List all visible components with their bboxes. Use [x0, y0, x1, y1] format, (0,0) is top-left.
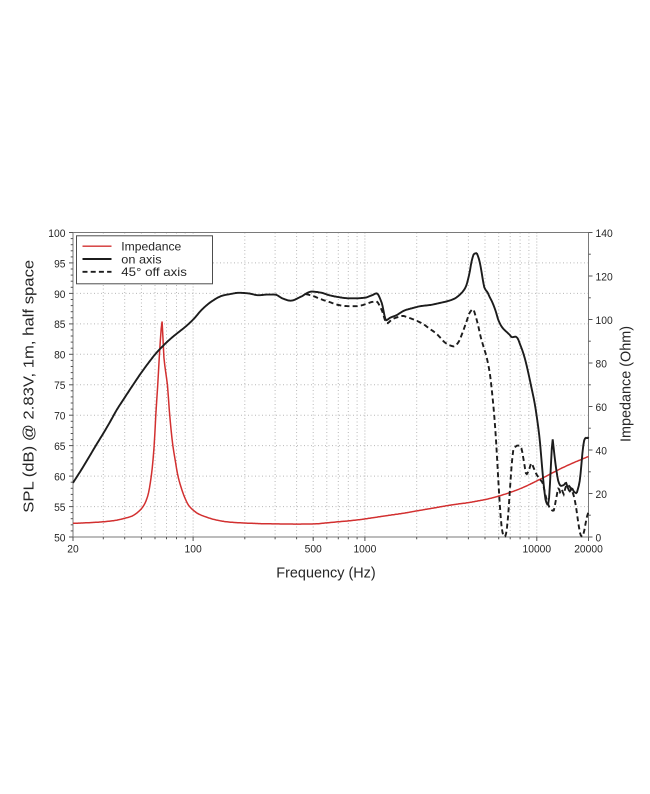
svg-text:100: 100 — [596, 315, 613, 327]
svg-text:60: 60 — [596, 402, 607, 414]
svg-text:Impedance: Impedance — [121, 240, 181, 254]
svg-text:80: 80 — [54, 350, 65, 362]
svg-text:65: 65 — [54, 441, 65, 453]
svg-text:45° off axis: 45° off axis — [121, 265, 187, 279]
svg-text:500: 500 — [305, 544, 322, 556]
svg-text:100: 100 — [48, 228, 65, 240]
svg-text:80: 80 — [596, 358, 607, 370]
svg-text:on axis: on axis — [121, 252, 161, 266]
svg-text:50: 50 — [54, 532, 65, 544]
svg-text:120: 120 — [596, 271, 613, 283]
svg-text:Impedance (Ohm): Impedance (Ohm) — [619, 326, 635, 442]
svg-text:SPL (dB) @ 2.83V, 1m, half spa: SPL (dB) @ 2.83V, 1m, half space — [22, 260, 38, 513]
svg-text:Frequency (Hz): Frequency (Hz) — [276, 565, 375, 581]
svg-text:10000: 10000 — [523, 544, 552, 556]
svg-text:85: 85 — [54, 319, 65, 331]
svg-text:60: 60 — [54, 472, 65, 484]
svg-text:95: 95 — [54, 258, 65, 270]
svg-text:20: 20 — [596, 489, 607, 501]
svg-text:75: 75 — [54, 380, 65, 392]
svg-text:20000: 20000 — [574, 544, 603, 556]
svg-text:100: 100 — [185, 544, 202, 556]
svg-text:1000: 1000 — [353, 544, 376, 556]
svg-text:40: 40 — [596, 445, 607, 457]
svg-text:55: 55 — [54, 502, 65, 514]
svg-text:0: 0 — [596, 532, 602, 544]
svg-text:20: 20 — [67, 544, 78, 556]
svg-text:70: 70 — [54, 411, 65, 423]
svg-text:140: 140 — [596, 228, 613, 240]
svg-text:90: 90 — [54, 289, 65, 301]
